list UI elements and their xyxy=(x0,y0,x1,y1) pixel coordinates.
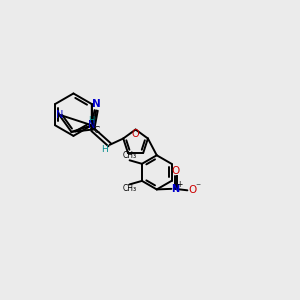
Text: ⁻: ⁻ xyxy=(195,182,200,192)
Text: C: C xyxy=(93,126,99,135)
Text: N: N xyxy=(171,184,179,194)
Text: O: O xyxy=(188,185,197,195)
Text: CH₃: CH₃ xyxy=(122,184,137,193)
Text: +: + xyxy=(176,180,183,189)
Text: N: N xyxy=(56,110,63,120)
Text: H: H xyxy=(88,116,95,124)
Text: N: N xyxy=(92,99,101,109)
Text: CH₃: CH₃ xyxy=(122,152,137,160)
Text: O: O xyxy=(171,166,179,176)
Text: H: H xyxy=(101,145,108,154)
Text: O: O xyxy=(132,129,140,139)
Text: N: N xyxy=(88,120,95,130)
